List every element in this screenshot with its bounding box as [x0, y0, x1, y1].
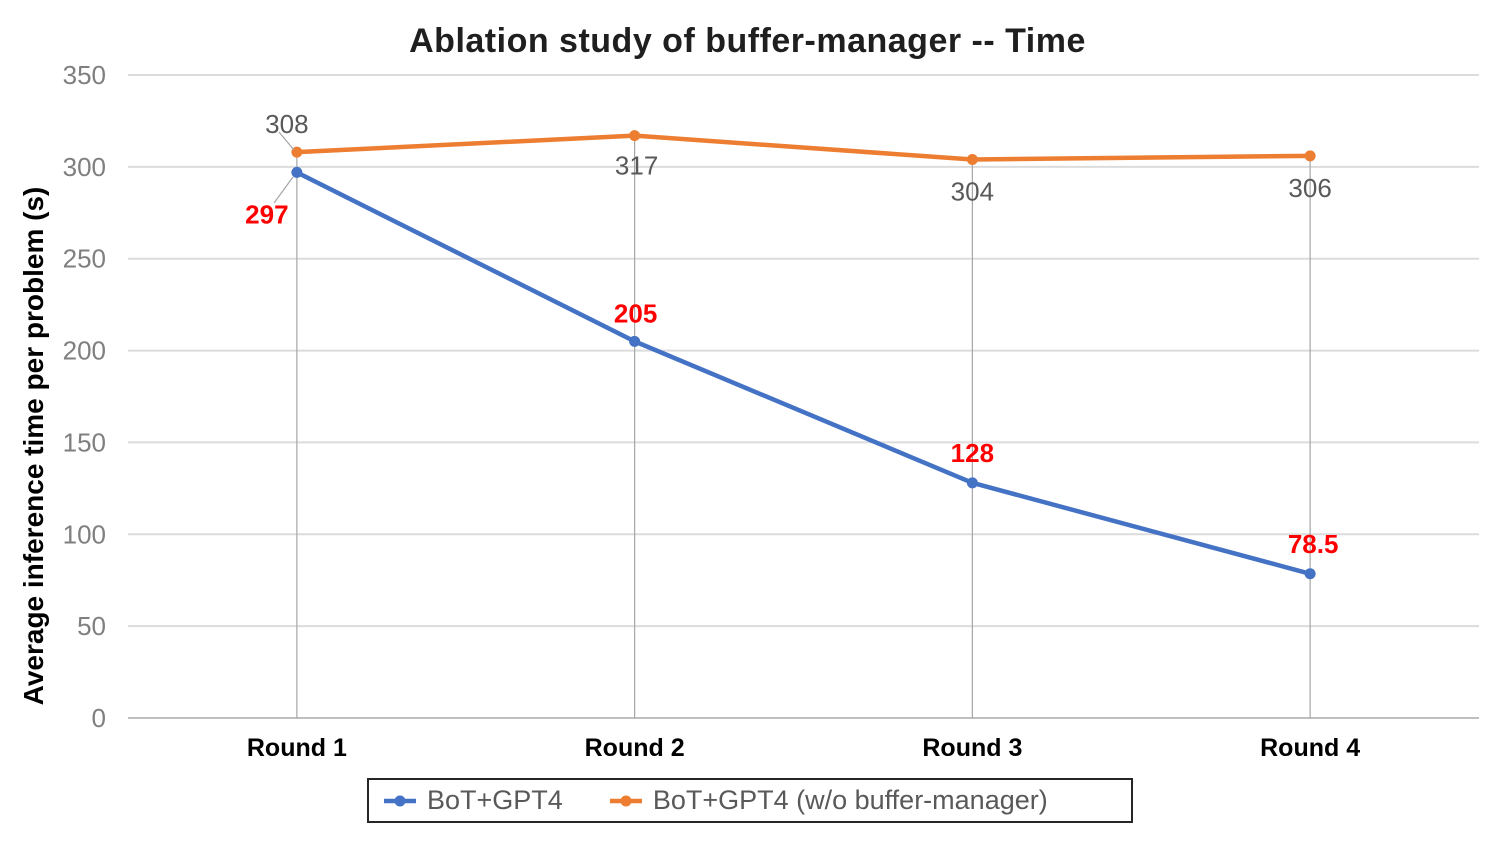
leader-line — [273, 176, 294, 204]
x-category-label: Round 1 — [247, 734, 347, 762]
legend-item-bot-gpt4-wo-buffer-manager: BoT+GPT4 (w/o buffer-manager) — [609, 785, 1048, 816]
data-label: 304 — [951, 177, 994, 207]
legend-label-bot-gpt4: BoT+GPT4 — [427, 785, 563, 815]
series-line — [294, 170, 1313, 577]
y-tick-label: 0 — [92, 703, 106, 733]
x-category-label: Round 3 — [922, 734, 1022, 762]
y-tick-label: 150 — [63, 427, 106, 457]
data-point-marker — [1304, 568, 1316, 580]
data-point-marker — [629, 335, 641, 347]
x-category-label: Round 2 — [585, 734, 685, 762]
data-point-marker — [1304, 150, 1316, 162]
y-tick-label: 200 — [63, 336, 106, 366]
y-tick-label: 300 — [63, 152, 106, 182]
data-label: 205 — [614, 298, 657, 328]
legend-item-bot-gpt4: BoT+GPT4 — [383, 785, 563, 816]
data-label: 78.5 — [1288, 529, 1339, 559]
x-category-label: Round 4 — [1260, 734, 1360, 762]
data-point-marker — [966, 477, 978, 489]
legend-label-bot-gpt4-wo-buffer-manager: BoT+GPT4 (w/o buffer-manager) — [652, 785, 1048, 815]
y-tick-label: 50 — [77, 611, 106, 641]
series-line — [294, 133, 1313, 162]
data-label: 128 — [951, 438, 994, 468]
data-label: 308 — [265, 109, 308, 139]
y-tick-label: 350 — [63, 60, 106, 90]
data-point-marker — [966, 154, 978, 166]
data-label: 297 — [245, 199, 288, 229]
chart-title: Ablation study of buffer-manager -- Time — [409, 22, 1086, 60]
legend: BoT+GPT4 BoT+GPT4 (w/o buffer-manager) — [367, 778, 1133, 823]
data-point-marker — [629, 130, 641, 142]
data-label: 306 — [1288, 173, 1331, 203]
data-point-marker — [291, 166, 303, 178]
y-tick-label: 100 — [63, 519, 106, 549]
legend-marker-bot-gpt4-icon — [384, 795, 416, 806]
y-tick-label: 250 — [63, 244, 106, 274]
data-label: 317 — [615, 151, 658, 181]
legend-marker-bot-gpt4-wo-buffer-manager-icon — [609, 795, 642, 806]
leader-line — [278, 131, 295, 151]
